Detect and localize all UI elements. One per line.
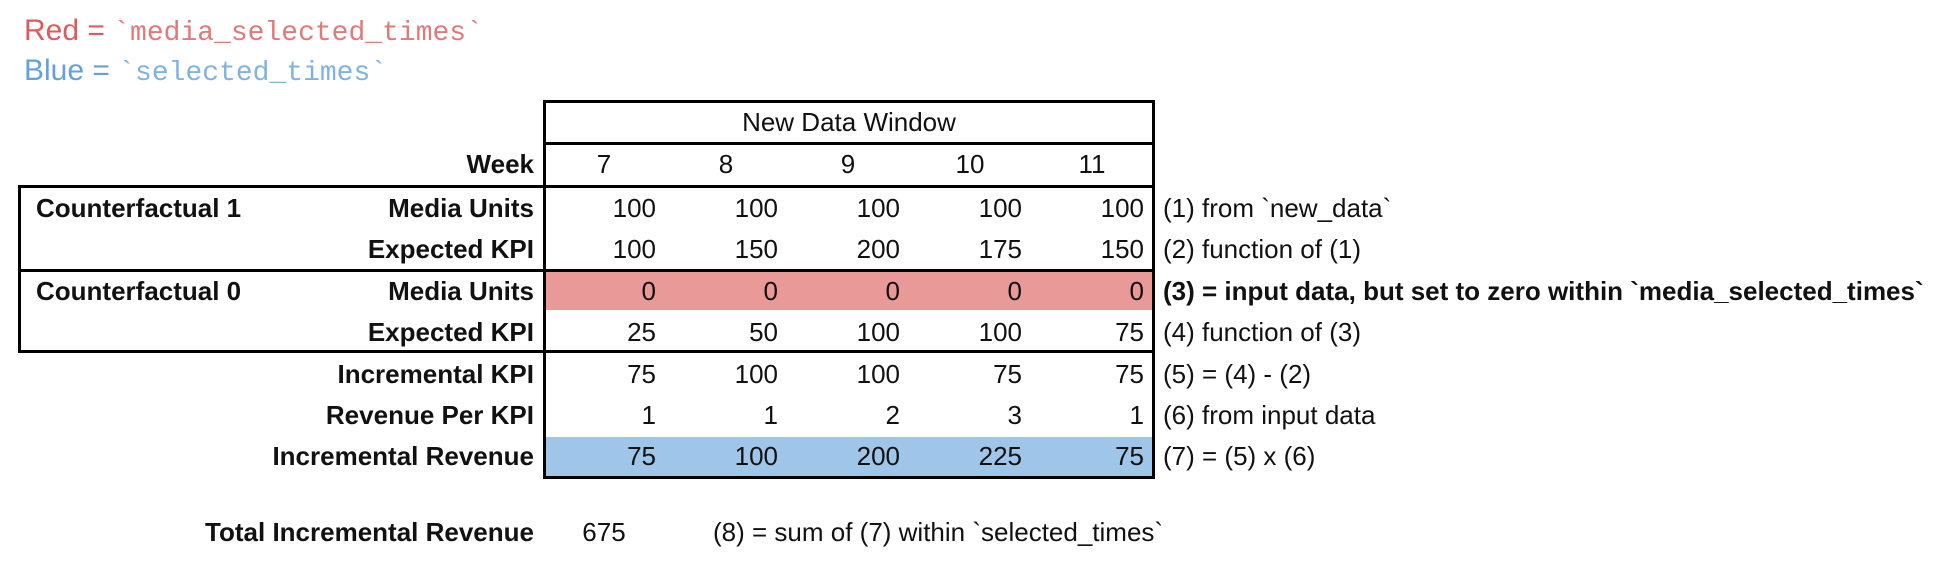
group-label-counterfactual-1: Counterfactual 1 [36,193,242,223]
table-row: Revenue Per KPI 1 1 2 3 1 (6) from input… [0,395,1376,436]
total-label: Total Incremental Revenue [205,517,534,547]
cell: 3 [1007,400,1022,430]
cell: 25 [627,317,656,347]
total-value: 675 [582,517,626,547]
row-annotation: (5) = (4) - (2) [1163,359,1312,389]
legend-blue-code: `selected_times` [118,58,388,89]
row-label: Media Units [388,193,534,223]
table-header: New Data Window [742,107,956,137]
cell: 175 [978,234,1022,264]
total-annotation: (8) = sum of (7) within `selected_times` [713,517,1164,547]
week-cell: 10 [955,149,985,179]
row-annotation: (1) from `new_data` [1163,193,1392,223]
cell: 100 [1100,193,1144,223]
border-header-top [543,100,1155,103]
cell: 225 [978,441,1022,471]
border-data-left [543,100,546,479]
cell: 50 [749,317,778,347]
week-row: Week 7 8 9 10 11 [0,144,1153,185]
cell: 75 [627,441,656,471]
cell: 75 [1115,317,1144,347]
row-label: Expected KPI [367,317,534,347]
row-label: Expected KPI [367,234,534,264]
border-below-week [18,185,1155,188]
cell: 150 [734,234,778,264]
cell: 100 [856,193,900,223]
blue-highlight-band [546,437,1152,476]
cell: 200 [856,441,900,471]
cell: 0 [1129,276,1144,306]
cell: 100 [612,234,656,264]
cell: 100 [856,359,900,389]
row-label: Incremental KPI [337,359,534,389]
row-annotation: (2) function of (1) [1163,234,1361,264]
row-annotation: (3) = input data, but set to zero within… [1163,276,1924,306]
border-header-bottom [543,142,1155,145]
row-label: Revenue Per KPI [325,400,534,430]
cell: 0 [641,276,656,306]
row-annotation: (4) function of (3) [1163,317,1361,347]
border-counterfactual-separator [18,269,1155,272]
cell: 75 [627,359,656,389]
cell: 100 [734,359,778,389]
total-row: Total Incremental Revenue 675 (8) = sum … [0,512,1163,553]
cell: 75 [1115,359,1144,389]
cell: 150 [1100,234,1144,264]
cell: 0 [1007,276,1022,306]
cell: 75 [1115,441,1144,471]
row-annotation: (7) = (5) x (6) [1163,441,1316,471]
group-label-counterfactual-0: Counterfactual 0 [36,276,242,306]
legend-red-line: Red = `media_selected_times` [24,12,483,52]
red-highlight-band [546,272,1152,310]
cell: 1 [763,400,778,430]
cell: 100 [978,193,1022,223]
border-table-bottom [543,476,1155,479]
week-cell: 9 [840,149,856,179]
table-row: Media Units 100 100 100 100 100 (1) from… [0,188,1391,229]
cell: 100 [978,317,1022,347]
legend-red-label: Red [24,14,80,47]
cell: 2 [885,400,900,430]
row-annotation: (6) from input data [1163,400,1376,430]
border-groupbox-left [18,185,21,353]
table-row: Expected KPI 25 50 100 100 75 (4) functi… [0,312,1361,353]
border-data-right [1152,100,1155,479]
cell: 100 [734,441,778,471]
legend: Red = `media_selected_times` Blue = `sel… [24,12,483,92]
week-cell: 7 [596,149,612,179]
row-label: Media Units [388,276,534,306]
cell: 200 [856,234,900,264]
cell: 100 [856,317,900,347]
legend-red-code: `media_selected_times` [113,18,483,49]
week-cell: 8 [718,149,734,179]
cell: 100 [734,193,778,223]
legend-blue-label: Blue [24,54,85,87]
week-cell: 11 [1078,149,1106,179]
legend-blue-line: Blue = `selected_times` [24,52,483,92]
legend-blue-eq: = [84,54,119,87]
table-row: Incremental KPI 75 100 100 75 75 (5) = (… [0,354,1311,395]
cell: 75 [993,359,1022,389]
week-label: Week [466,149,534,179]
cell: 1 [641,400,656,430]
legend-red-eq: = [79,14,114,47]
cell: 0 [763,276,778,306]
table-row: Media Units 0 0 0 0 0 (3) = input data, … [0,271,1924,312]
cell: 0 [885,276,900,306]
cell: 1 [1129,400,1144,430]
cell: 100 [612,193,656,223]
row-label: Incremental Revenue [272,441,534,471]
table-row: Incremental Revenue 75 100 200 225 75 (7… [0,436,1315,477]
table-row: Expected KPI 100 150 200 175 150 (2) fun… [0,229,1361,270]
border-below-counterfactual0 [18,350,1155,353]
